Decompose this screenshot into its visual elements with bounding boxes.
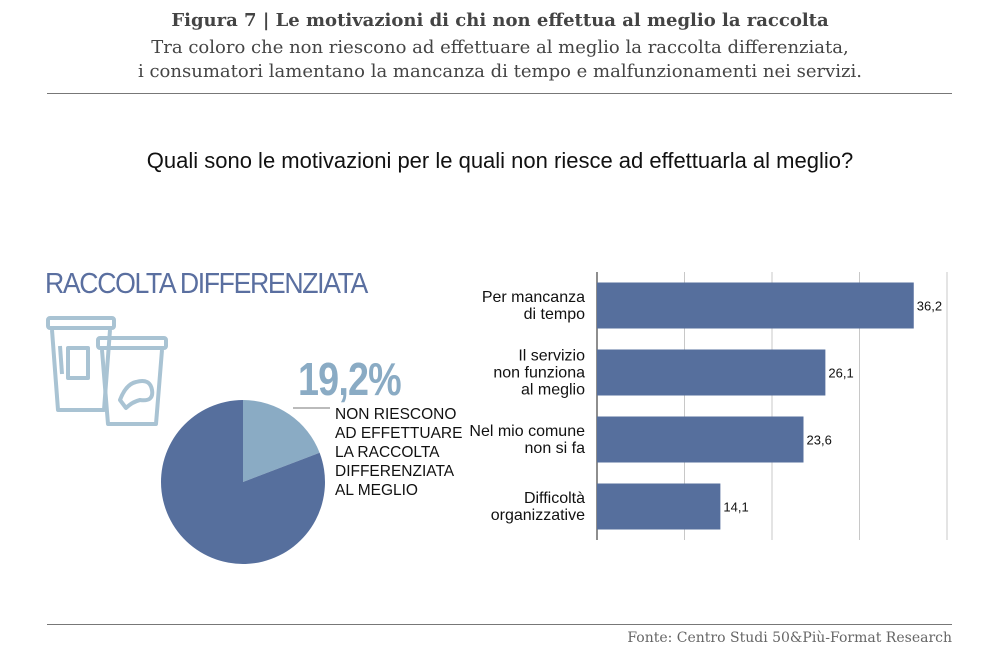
pie-description-line: DIFFERENZIATA	[335, 463, 455, 480]
bar-category-label: Difficoltà organizzative	[491, 490, 585, 524]
bar-category-label: Per mancanza di tempo	[482, 289, 585, 323]
recycling-bins-icon	[46, 316, 168, 426]
figure-title: Figura 7 | Le motivazioni di chi non eff…	[171, 10, 829, 31]
pie-slice-highlight	[243, 400, 320, 482]
pie-description-line: LA RACCOLTA	[335, 444, 440, 461]
source-note: Fonte: Centro Studi 50&Più-Format Resear…	[627, 630, 952, 646]
pie-percent-label: 19,2%	[298, 353, 402, 405]
section-title: RACCOLTA DIFFERENZIATA	[45, 268, 368, 300]
bar-value-label: 14,1	[723, 500, 748, 515]
bar-value-label: 26,1	[828, 366, 853, 381]
bar-category-label: Nel mio comune non si fa	[469, 423, 585, 457]
bar-category-label: Il servizio non funziona al meglio	[493, 348, 585, 399]
bar	[597, 416, 804, 463]
bar-value-label: 23,6	[807, 433, 832, 448]
bar	[597, 349, 826, 396]
pie-description-line: AD EFFETTUARE	[335, 425, 463, 442]
bar	[597, 483, 721, 530]
figure-subtitle-line-2: i consumatori lamentano la mancanza di t…	[138, 61, 862, 82]
pie-description-line: NON RIESCONO	[335, 406, 457, 423]
bottom-divider	[47, 624, 952, 625]
figure-subtitle-line-1: Tra coloro che non riescono ad effettuar…	[151, 37, 849, 58]
pie-slice-rest	[160, 400, 325, 564]
pie-description-line: AL MEGLIO	[335, 482, 418, 499]
bar	[597, 282, 914, 329]
bar-value-label: 36,2	[917, 299, 942, 314]
survey-question: Quali sono le motivazioni per le quali n…	[146, 148, 854, 173]
top-divider	[47, 93, 952, 94]
pie-description: NON RIESCONO AD EFFETTUARE LA RACCOLTA D…	[335, 405, 462, 500]
